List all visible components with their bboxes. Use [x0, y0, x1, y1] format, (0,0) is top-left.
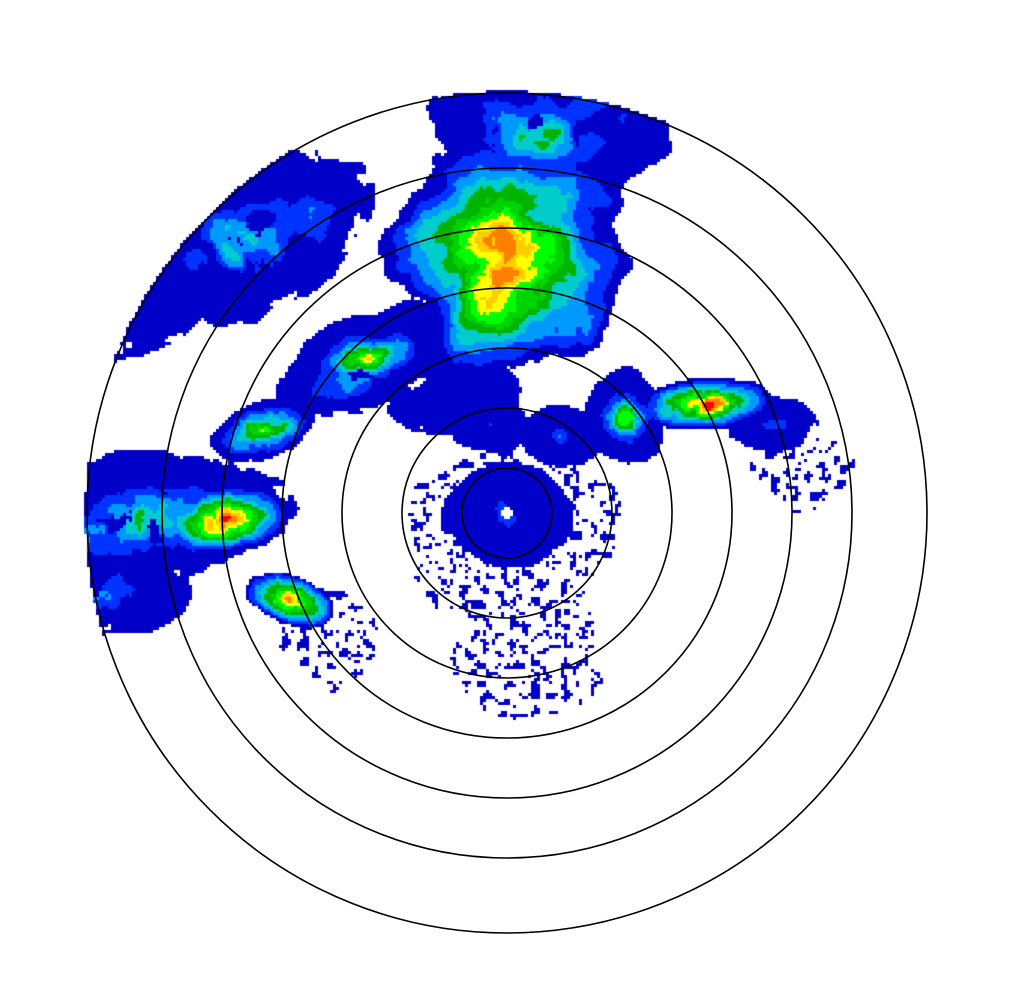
radar-reflectivity-display [0, 0, 1029, 991]
radar-echo-layer [0, 0, 1029, 991]
